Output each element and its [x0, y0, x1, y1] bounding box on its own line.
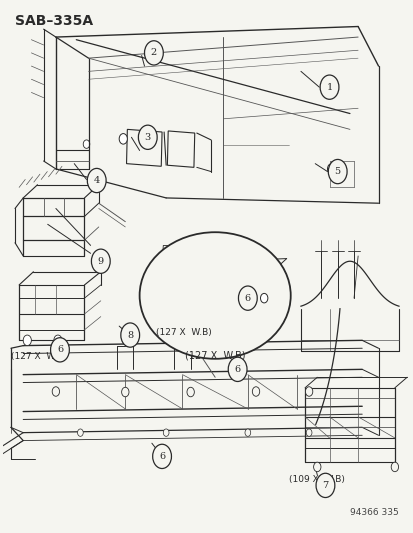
Circle shape — [244, 429, 250, 437]
Circle shape — [121, 387, 129, 397]
Circle shape — [319, 75, 338, 99]
Text: (109 X  W.B): (109 X W.B) — [288, 475, 344, 484]
Circle shape — [50, 338, 69, 362]
Text: 5: 5 — [334, 167, 340, 176]
Text: 4: 4 — [93, 176, 100, 185]
Circle shape — [138, 125, 157, 149]
Circle shape — [144, 41, 163, 65]
Text: (127 X  W.B): (127 X W.B) — [11, 352, 66, 361]
Circle shape — [327, 164, 335, 174]
Circle shape — [54, 335, 62, 345]
Circle shape — [163, 429, 169, 437]
Text: 8: 8 — [127, 330, 133, 340]
Text: 1: 1 — [325, 83, 332, 92]
Circle shape — [187, 387, 194, 397]
Text: 3: 3 — [144, 133, 150, 142]
Text: 7: 7 — [322, 481, 328, 490]
Circle shape — [260, 293, 267, 303]
Ellipse shape — [139, 232, 290, 359]
Circle shape — [152, 444, 171, 469]
Circle shape — [228, 357, 247, 382]
Circle shape — [77, 429, 83, 437]
Circle shape — [87, 168, 106, 192]
Circle shape — [23, 335, 31, 345]
Text: 9: 9 — [97, 257, 104, 266]
Circle shape — [252, 387, 259, 396]
Text: 94366 335: 94366 335 — [349, 508, 398, 517]
Circle shape — [306, 429, 311, 437]
Circle shape — [328, 159, 346, 184]
Text: 6: 6 — [159, 452, 165, 461]
Text: 6: 6 — [57, 345, 63, 354]
Circle shape — [238, 286, 256, 310]
Circle shape — [242, 290, 249, 299]
Circle shape — [390, 462, 398, 472]
Circle shape — [83, 140, 90, 148]
Text: SAB–335A: SAB–335A — [15, 14, 93, 28]
Text: 6: 6 — [244, 294, 250, 303]
Circle shape — [315, 473, 334, 497]
Circle shape — [52, 387, 59, 396]
Text: 6: 6 — [234, 365, 240, 374]
Text: 2: 2 — [150, 49, 157, 58]
Text: (127 X  W.B): (127 X W.B) — [156, 328, 211, 337]
Circle shape — [313, 462, 320, 472]
Circle shape — [119, 134, 127, 144]
Text: (127 X  W.B): (127 X W.B) — [185, 351, 245, 361]
Circle shape — [305, 387, 312, 396]
Circle shape — [91, 249, 110, 273]
Circle shape — [121, 323, 139, 347]
